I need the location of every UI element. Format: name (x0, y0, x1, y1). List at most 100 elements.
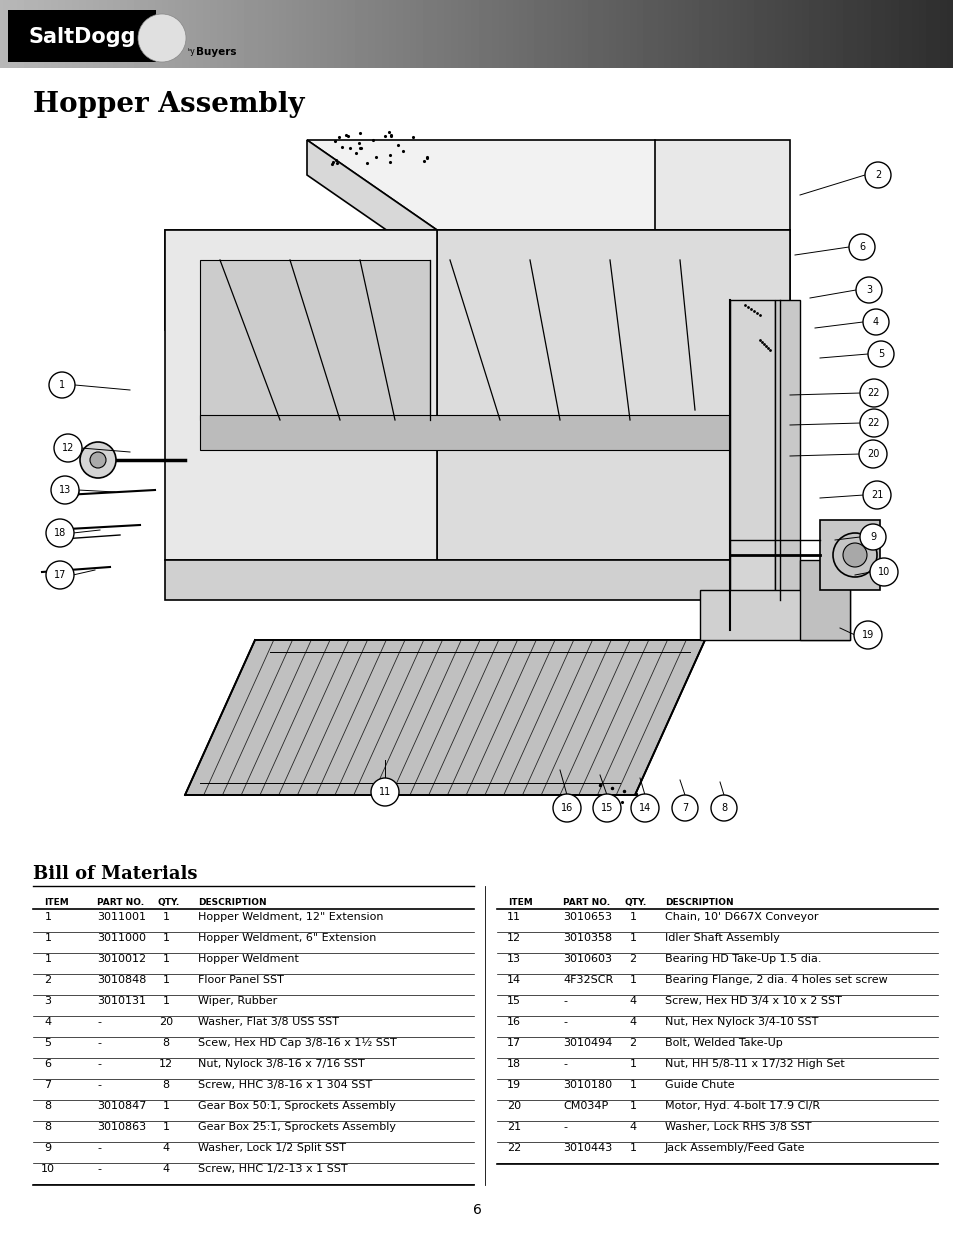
Text: 16: 16 (506, 1016, 520, 1028)
Text: 1: 1 (162, 953, 170, 965)
Text: Gear Box 25:1, Sprockets Assembly: Gear Box 25:1, Sprockets Assembly (198, 1123, 395, 1132)
Text: 13: 13 (506, 953, 520, 965)
Text: -: - (97, 1079, 101, 1091)
Text: -: - (97, 1058, 101, 1070)
Text: 22: 22 (506, 1144, 520, 1153)
Text: 14: 14 (639, 803, 651, 813)
Text: 1: 1 (629, 932, 636, 944)
Circle shape (57, 525, 67, 535)
Text: 4: 4 (162, 1144, 170, 1153)
Text: 3010863: 3010863 (97, 1123, 146, 1132)
Text: 18: 18 (53, 529, 66, 538)
Text: 1: 1 (629, 1100, 636, 1112)
Text: -: - (562, 1123, 566, 1132)
Text: 3010848: 3010848 (97, 974, 146, 986)
Text: 10: 10 (877, 567, 889, 577)
Text: 7: 7 (45, 1079, 51, 1091)
Polygon shape (307, 140, 789, 230)
Text: 1: 1 (162, 974, 170, 986)
Text: 2: 2 (45, 974, 51, 986)
Circle shape (855, 277, 882, 303)
Text: Guide Chute: Guide Chute (664, 1079, 734, 1091)
Circle shape (867, 341, 893, 367)
Circle shape (54, 433, 82, 462)
Text: -: - (97, 1165, 101, 1174)
Text: 15: 15 (600, 803, 613, 813)
Text: 8: 8 (162, 1079, 170, 1091)
Text: 8: 8 (45, 1123, 51, 1132)
Circle shape (90, 452, 106, 468)
Circle shape (858, 440, 886, 468)
Text: 15: 15 (506, 995, 520, 1007)
Circle shape (864, 162, 890, 188)
Polygon shape (700, 590, 849, 640)
Text: 1: 1 (45, 911, 51, 923)
Text: 8: 8 (162, 1037, 170, 1049)
Text: 4: 4 (45, 1016, 51, 1028)
Text: Idler Shaft Assembly: Idler Shaft Assembly (664, 932, 779, 944)
Text: ᵇy: ᵇy (188, 47, 195, 57)
Text: Floor Panel SST: Floor Panel SST (198, 974, 284, 986)
Text: 22: 22 (867, 417, 880, 429)
Text: 1: 1 (162, 911, 170, 923)
Text: 3011000: 3011000 (97, 932, 146, 944)
Text: 4F32SCR: 4F32SCR (562, 974, 613, 986)
Text: Screw, HHC 3/8-16 x 1 304 SST: Screw, HHC 3/8-16 x 1 304 SST (198, 1079, 372, 1091)
Text: CM034P: CM034P (562, 1100, 608, 1112)
Text: Washer, Lock RHS 3/8 SST: Washer, Lock RHS 3/8 SST (664, 1123, 811, 1132)
Circle shape (859, 524, 885, 550)
Text: PART NO.: PART NO. (562, 898, 610, 906)
Text: 3: 3 (45, 995, 51, 1007)
Text: 19: 19 (506, 1079, 520, 1091)
Text: 3010847: 3010847 (97, 1100, 146, 1112)
Text: 5: 5 (45, 1037, 51, 1049)
FancyBboxPatch shape (8, 10, 156, 62)
Polygon shape (655, 140, 789, 230)
Circle shape (65, 485, 79, 499)
Text: 3010653: 3010653 (562, 911, 612, 923)
Circle shape (862, 480, 890, 509)
Text: 3010443: 3010443 (562, 1144, 612, 1153)
Text: ITEM: ITEM (44, 898, 69, 906)
Text: 9: 9 (45, 1144, 51, 1153)
Text: 16: 16 (560, 803, 573, 813)
Text: 12: 12 (506, 932, 520, 944)
Text: 1: 1 (45, 932, 51, 944)
Polygon shape (200, 261, 430, 420)
Text: 4: 4 (629, 1016, 636, 1028)
Text: Bill of Materials: Bill of Materials (33, 864, 197, 883)
Circle shape (46, 561, 74, 589)
Text: 21: 21 (870, 490, 882, 500)
Text: -: - (97, 1016, 101, 1028)
Text: DESCRIPTION: DESCRIPTION (664, 898, 733, 906)
Text: 1: 1 (59, 380, 65, 390)
Text: 1: 1 (629, 974, 636, 986)
Text: 5: 5 (877, 350, 883, 359)
Polygon shape (200, 415, 749, 450)
Circle shape (853, 621, 882, 650)
Text: 19: 19 (861, 630, 873, 640)
Text: 1: 1 (162, 1100, 170, 1112)
Text: 2: 2 (629, 953, 636, 965)
Text: 1: 1 (45, 953, 51, 965)
Text: 12: 12 (159, 1058, 172, 1070)
Circle shape (553, 794, 580, 823)
Text: SaltDogg: SaltDogg (29, 27, 135, 47)
Text: 13: 13 (59, 485, 71, 495)
Text: Bolt, Welded Take-Up: Bolt, Welded Take-Up (664, 1037, 781, 1049)
Text: Nut, HH 5/8-11 x 17/32 High Set: Nut, HH 5/8-11 x 17/32 High Set (664, 1058, 843, 1070)
Text: 8: 8 (720, 803, 726, 813)
Circle shape (842, 543, 866, 567)
Polygon shape (820, 520, 879, 590)
Text: 6: 6 (858, 242, 864, 252)
Text: DESCRIPTION: DESCRIPTION (198, 898, 266, 906)
Text: 7: 7 (681, 803, 687, 813)
Text: 20: 20 (506, 1100, 520, 1112)
Text: 2: 2 (629, 1037, 636, 1049)
Polygon shape (774, 300, 800, 630)
Text: Hopper Assembly: Hopper Assembly (33, 91, 304, 119)
Text: Hopper Weldment, 6" Extension: Hopper Weldment, 6" Extension (198, 932, 376, 944)
Text: 3010603: 3010603 (562, 953, 612, 965)
Polygon shape (165, 230, 789, 330)
Text: 14: 14 (506, 974, 520, 986)
